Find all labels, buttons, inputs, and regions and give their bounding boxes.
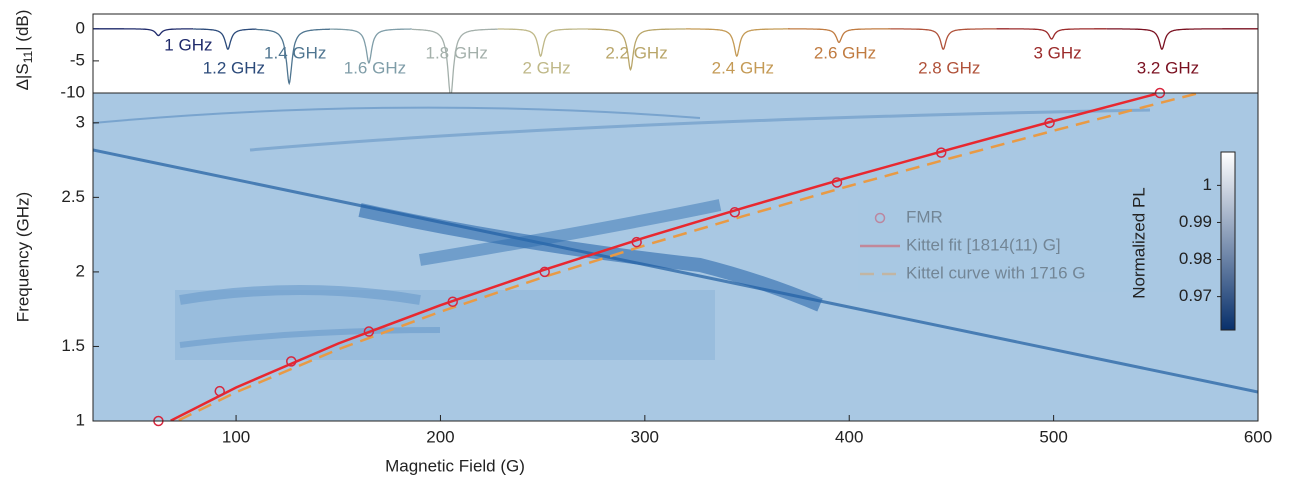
traces xyxy=(93,28,1258,93)
y-tick-label: 3 xyxy=(76,112,85,131)
colorbar-tick-label: 0.97 xyxy=(1179,286,1212,305)
fmr-point xyxy=(935,147,947,158)
fmr-point xyxy=(447,296,458,307)
x-tick-label: 100 xyxy=(222,427,250,446)
fmr-point xyxy=(363,326,375,337)
spectrum-trace xyxy=(93,28,194,37)
spectrum-trace xyxy=(890,28,997,51)
y-tick-label: 1.5 xyxy=(61,336,85,355)
y-tick-label: -10 xyxy=(60,82,85,101)
trace-label: 3.2 GHz xyxy=(1137,58,1199,77)
spectrum-trace xyxy=(587,28,686,72)
legend-box xyxy=(858,200,1148,292)
y-tick-label: 2 xyxy=(76,261,85,280)
trace-label: 2.4 GHz xyxy=(712,58,774,77)
trace-label: 2 GHz xyxy=(523,58,571,77)
spectrum-trace xyxy=(330,28,412,65)
trace-label: 2.2 GHz xyxy=(605,43,667,62)
trace-label: 2.8 GHz xyxy=(918,58,980,77)
x-tick-label: 400 xyxy=(835,427,863,446)
spectrum-trace xyxy=(256,28,331,86)
y-axis-label: Frequency (GHz) xyxy=(13,192,32,322)
trace-label: 2.6 GHz xyxy=(814,43,876,62)
trace-label: 1 GHz xyxy=(164,35,212,54)
fmr-point xyxy=(1044,117,1055,129)
trace-label: 3 GHz xyxy=(1033,43,1081,62)
trace-label: 1.2 GHz xyxy=(203,58,265,77)
ylabel-tail: | (dB) xyxy=(13,10,32,51)
y-tick-label: 2.5 xyxy=(61,187,85,206)
top-y-label: Δ|S11| (dB) xyxy=(13,10,35,91)
fmr-point xyxy=(831,177,843,188)
x-tick-label: 500 xyxy=(1039,427,1067,446)
y-tick-label: 0 xyxy=(76,18,85,37)
ylabel-lead: Δ|S xyxy=(13,63,32,90)
trace-label: 1.4 GHz xyxy=(264,43,326,62)
spectrum-trace xyxy=(193,28,257,51)
y-tick-label: -5 xyxy=(70,50,85,69)
fmr-point xyxy=(286,356,297,367)
colorbar-tick-label: 1 xyxy=(1203,175,1212,194)
x-axis-label: Magnetic Field (G) xyxy=(385,456,525,475)
colorbar-tick-label: 0.98 xyxy=(1179,249,1212,268)
fmr-point xyxy=(539,266,550,278)
fmr-point xyxy=(729,207,741,218)
ylabel-sub: 11 xyxy=(21,51,35,64)
colorbar-label: Normalized PL xyxy=(1129,187,1148,299)
x-tick-label: 300 xyxy=(631,427,659,446)
spectrum-trace xyxy=(411,28,498,93)
spectrum-trace xyxy=(996,28,1107,40)
colorbar xyxy=(1220,151,1236,331)
kittel-line xyxy=(178,93,1198,421)
colorbar-tick-label: 0.99 xyxy=(1179,212,1212,231)
overlays xyxy=(170,93,1198,421)
spectrum-trace xyxy=(497,28,588,58)
spectrum-trace xyxy=(787,28,891,44)
spectrum-trace xyxy=(685,28,788,58)
x-tick-label: 600 xyxy=(1244,427,1272,446)
x-tick-label: 200 xyxy=(426,427,454,446)
fmr-point xyxy=(631,236,642,248)
fmr-point xyxy=(214,385,225,397)
y-tick-label: 1 xyxy=(76,410,85,429)
trace-label: 1.8 GHz xyxy=(425,43,487,62)
trace-label: 1.6 GHz xyxy=(344,58,406,77)
spectrum-trace xyxy=(1106,28,1258,51)
kittel-line xyxy=(170,93,1157,421)
main-frame xyxy=(92,92,1259,422)
